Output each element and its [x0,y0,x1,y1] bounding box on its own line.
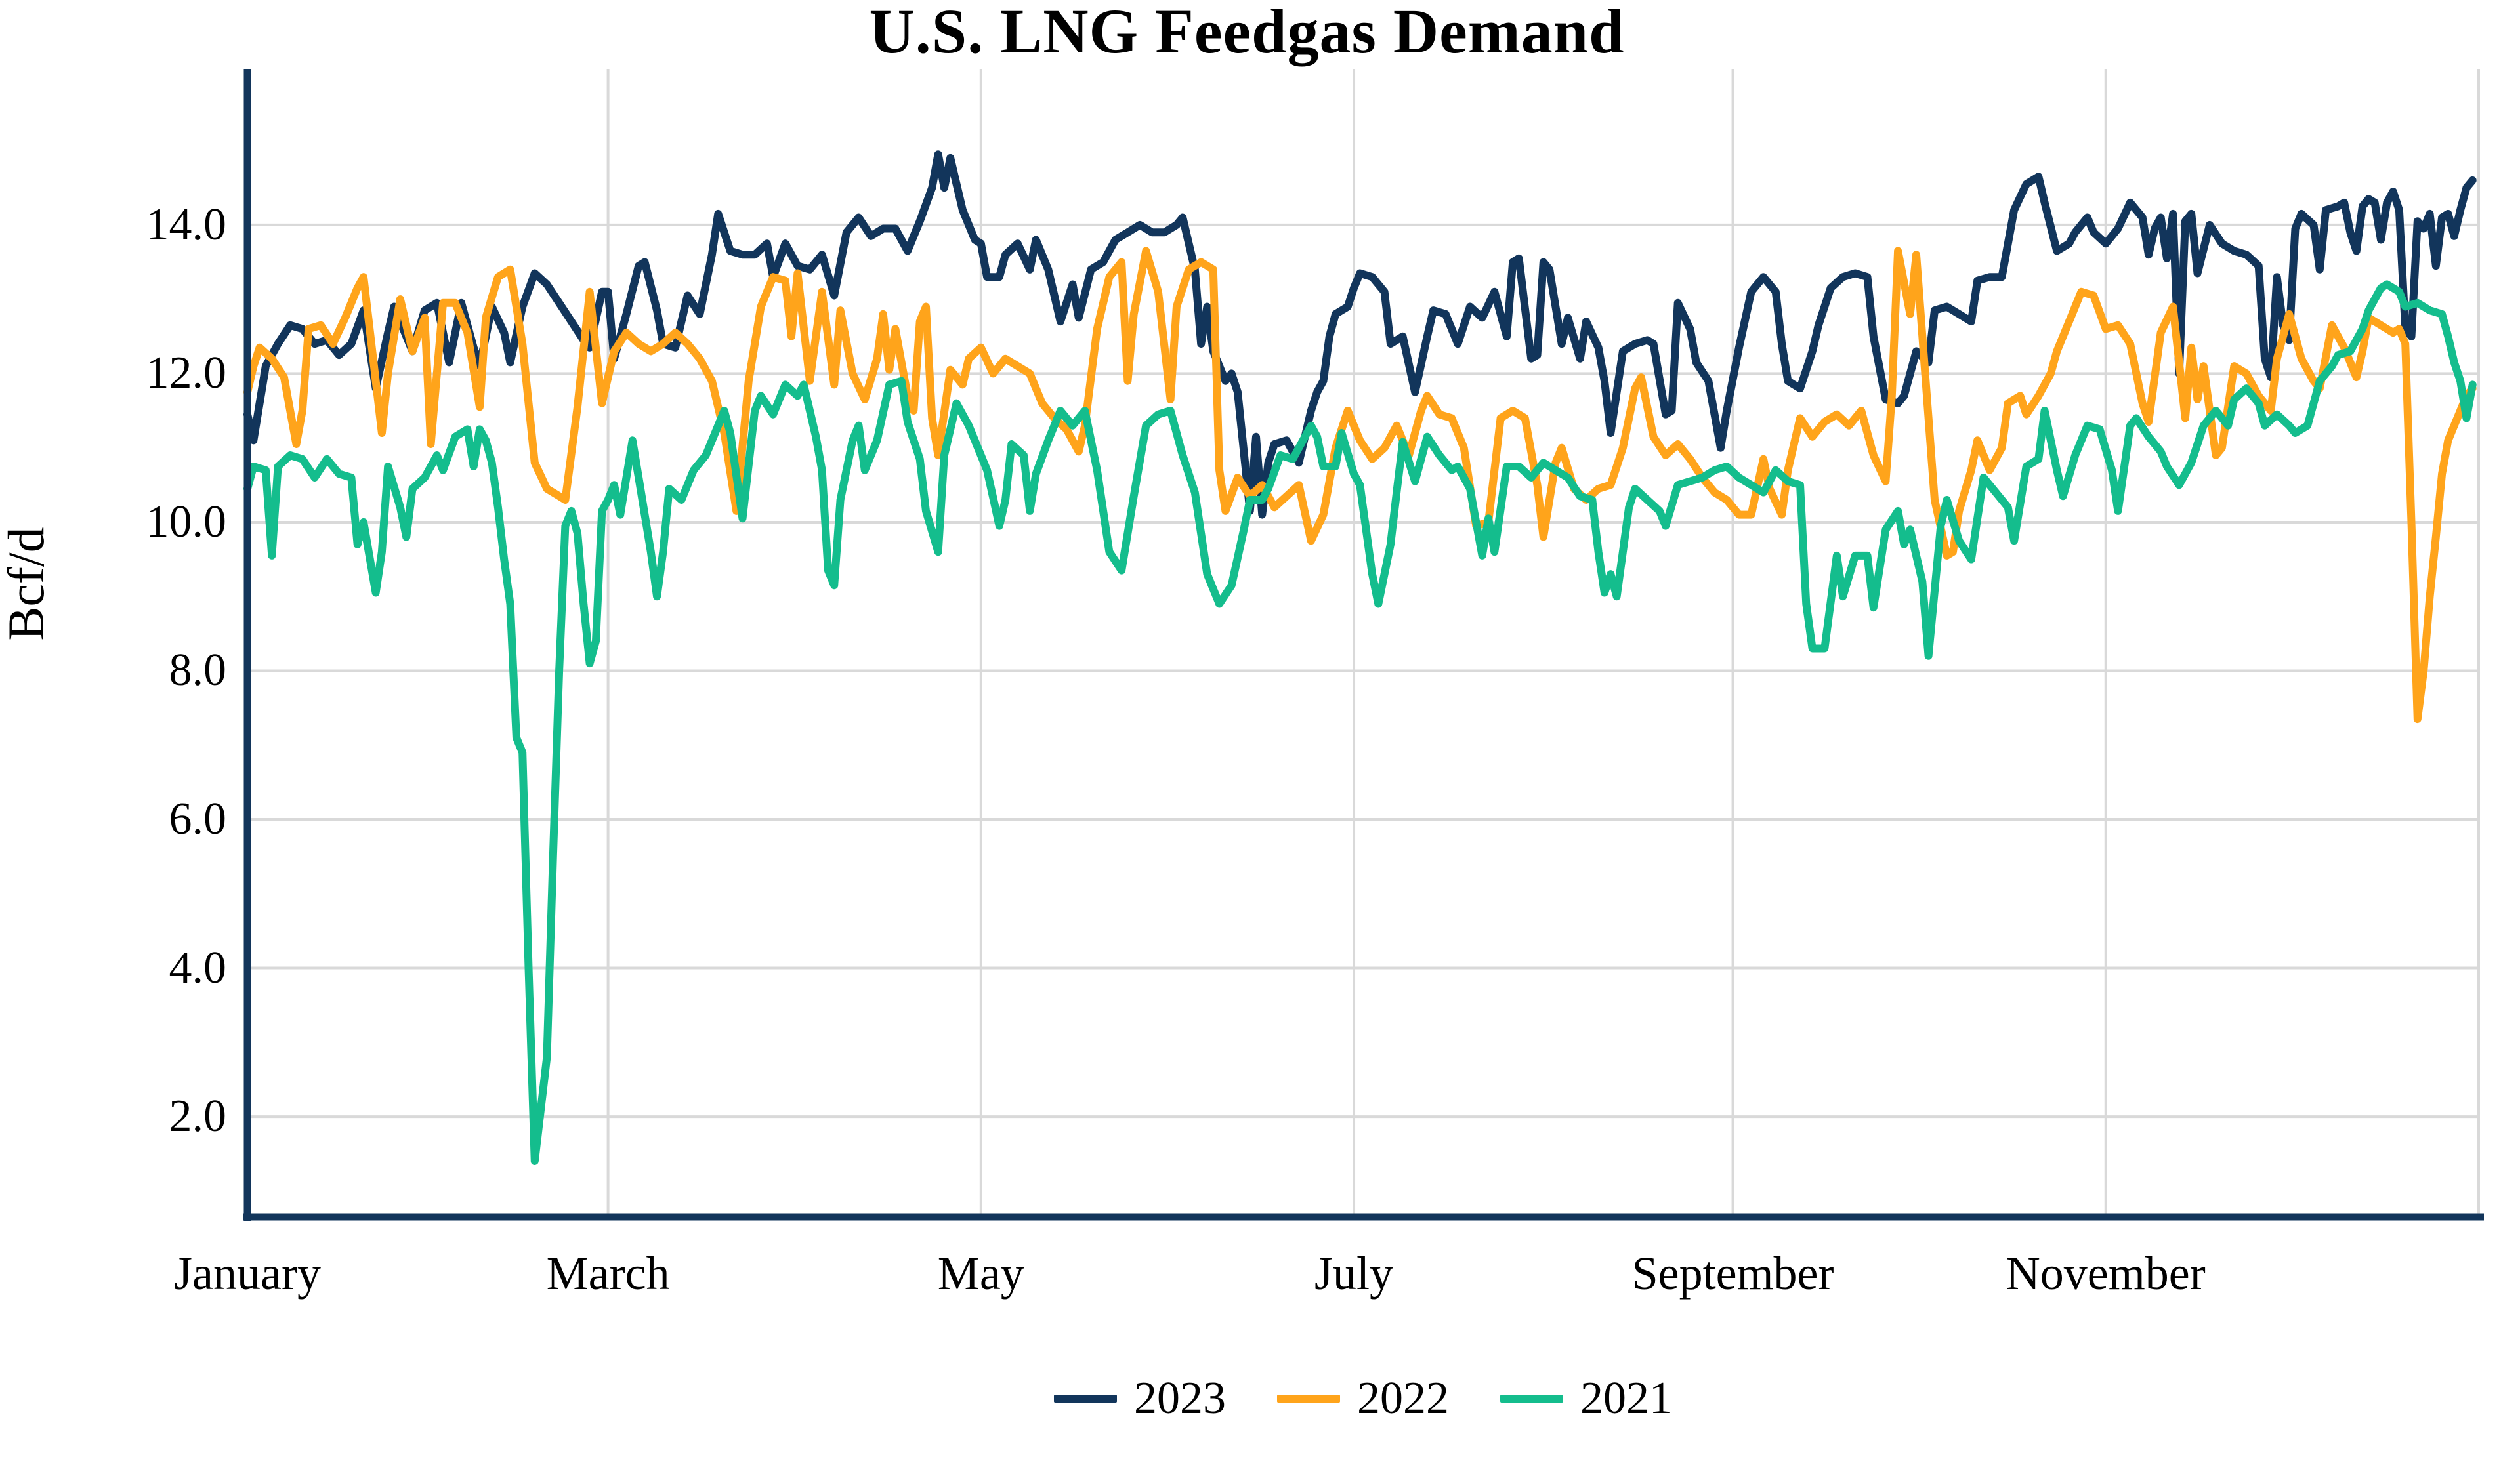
y-tick-label: 2.0 [169,1091,227,1142]
x-tick-label: November [2006,1247,2206,1300]
y-tick-label: 10.0 [146,496,227,547]
y-tick-label: 4.0 [169,942,227,993]
series-line-2021 [243,280,2477,1165]
y-tick-label: 14.0 [146,199,227,250]
x-tick-label: January [174,1247,321,1300]
x-tick-label: May [937,1247,1024,1300]
legend-swatch-2023 [1054,1395,1117,1403]
y-tick-label: 6.0 [169,794,227,844]
series-line-2022 [243,247,2477,724]
y-tick-label: 12.0 [146,348,227,399]
x-tick-label: September [1631,1247,1834,1300]
series-line-2023 [243,150,2477,519]
legend-item-2021: 2021 [1500,1376,1672,1422]
legend-swatch-2021 [1500,1395,1563,1403]
legend-label-2023: 2023 [1134,1373,1226,1424]
legend-label-2021: 2021 [1580,1373,1672,1424]
x-tick-label: July [1314,1247,1394,1300]
y-tick-label: 8.0 [169,645,227,696]
legend-item-2023: 2023 [1054,1376,1226,1422]
chart-title: U.S. LNG Feedgas Demand [869,0,1625,66]
legend: 2023 2022 2021 [247,1359,2479,1438]
legend-label-2022: 2022 [1357,1373,1449,1424]
x-tick-label: March [546,1247,670,1300]
legend-swatch-2022 [1277,1395,1340,1403]
legend-item-2022: 2022 [1277,1376,1449,1422]
